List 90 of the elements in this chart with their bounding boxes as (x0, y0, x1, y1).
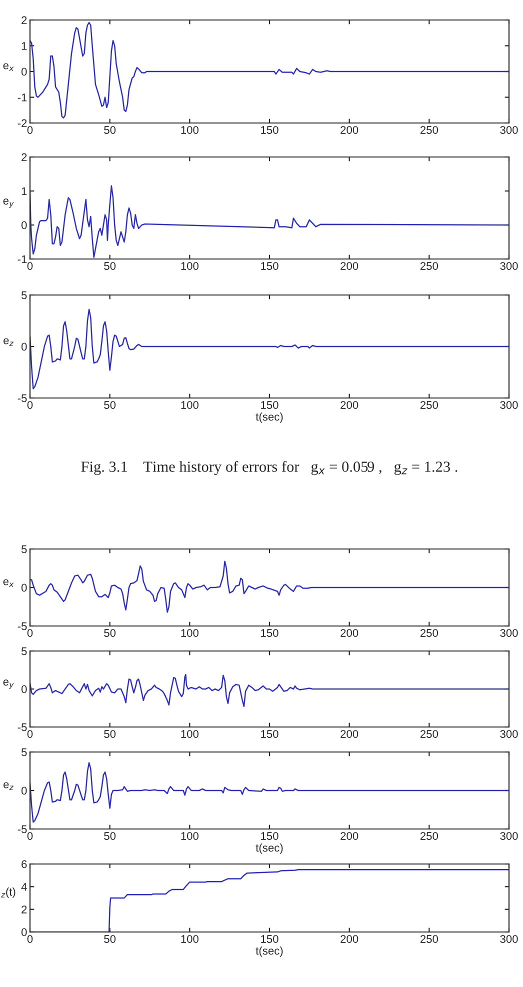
x-tick-label: 50 (104, 935, 116, 943)
x-tick-label: 250 (420, 401, 438, 409)
x-tick-label: 50 (104, 401, 116, 409)
y-axis-title: e$_{z}$ (4, 782, 14, 790)
x-tick-label: 100 (181, 832, 198, 840)
x-tick-label: 300 (500, 262, 518, 270)
x-tick-label: 200 (340, 401, 358, 409)
line-series (30, 762, 509, 823)
line-series (30, 560, 509, 613)
x-tick-label: 50 (104, 262, 116, 270)
x-tick-label: 0 (27, 401, 33, 409)
x-tick-label: 150 (261, 935, 278, 943)
y-axis-title: e$_{y}$ (3, 680, 14, 689)
x-tick-label: 250 (420, 730, 438, 738)
x-tick-label: 150 (261, 126, 278, 134)
x-tick-label: 0 (27, 629, 33, 637)
x-tick-label: 250 (420, 629, 438, 637)
x-tick-label: 300 (500, 629, 518, 637)
y-tick-label: 1 (22, 42, 27, 50)
x-tick-label: 100 (181, 401, 198, 409)
x-tick-label: 200 (340, 126, 358, 134)
x-tick-label: 0 (27, 832, 33, 840)
y-tick-label: 4 (21, 883, 27, 891)
x-tick-label: 200 (340, 629, 358, 637)
y-tick-label: 0 (21, 342, 27, 351)
x-tick-label: 150 (261, 629, 278, 637)
y-tick-label: -1 (18, 94, 27, 102)
y-tick-label: 6 (22, 860, 27, 868)
y-tick-label: -2 (18, 119, 27, 128)
y-tick-label: 0 (21, 221, 27, 230)
y-axis-title: e$_{y}$ (3, 198, 14, 208)
x-tick-label: 100 (181, 629, 198, 637)
x-tick-label: 150 (261, 262, 278, 270)
y-tick-label: -5 (18, 723, 27, 732)
y-tick-label: 5 (21, 291, 27, 300)
x-tick-label: 300 (500, 401, 518, 409)
y-tick-label: 0 (21, 685, 27, 694)
x-tick-label: 0 (27, 730, 33, 738)
x-tick-label: 100 (181, 935, 198, 943)
x-tick-label: 300 (500, 730, 518, 738)
y-tick-label: 2 (22, 153, 27, 162)
y-tick-label: 0 (21, 68, 27, 76)
y-tick-label: -5 (18, 825, 27, 834)
x-tick-label: 150 (261, 401, 278, 409)
x-tick-label: 250 (420, 262, 438, 270)
x-tick-label: 200 (340, 935, 358, 943)
y-tick-label: 5 (21, 647, 27, 656)
x-tick-label: 0 (27, 935, 33, 943)
x-tick-label: 250 (420, 935, 438, 943)
y-tick-label: 0 (21, 786, 27, 795)
y-tick-label: -1 (18, 255, 27, 264)
y-axis-title: e$_{z}$ (4, 338, 14, 346)
y-axis-title: e$_{x}$ (3, 63, 14, 71)
x-tick-label: 100 (181, 730, 198, 738)
x-tick-label: 300 (500, 832, 518, 840)
x-tick-label: 200 (340, 730, 358, 738)
line-series (30, 674, 509, 708)
x-axis-title: t(sec) (256, 412, 283, 423)
y-tick-label: 2 (22, 16, 27, 24)
y-tick-label: 2 (22, 906, 27, 914)
x-tick-label: 150 (261, 730, 278, 738)
x-tick-label: 0 (27, 126, 33, 134)
x-tick-label: 50 (104, 629, 116, 637)
x-axis-title: t(sec) (256, 844, 283, 854)
x-tick-label: 200 (340, 832, 358, 840)
x-tick-label: 150 (261, 832, 278, 840)
x-tick-label: 50 (104, 730, 116, 738)
x-tick-label: 300 (500, 126, 518, 134)
y-tick-label: -5 (18, 622, 27, 630)
y-tick-label: 0 (21, 928, 27, 936)
caption: Fig. 3.1 Time history of errors for g$_{x}$ = 0.059 , g$_{z}$ = 1.23 . (81, 460, 458, 475)
y-tick-label: 5 (21, 748, 27, 756)
x-tick-label: 50 (104, 832, 116, 840)
y-tick-label: 1 (22, 187, 27, 196)
y-tick-label: -5 (18, 394, 27, 402)
y-tick-label: 5 (21, 545, 27, 554)
x-tick-label: 200 (340, 262, 358, 270)
y-axis-title: e$_{x}$ (3, 579, 14, 587)
line-series (30, 22, 509, 118)
x-tick-label: 100 (181, 262, 198, 270)
x-axis-title: t(sec) (256, 946, 283, 957)
x-tick-label: 250 (420, 832, 438, 840)
x-tick-label: 250 (420, 126, 438, 134)
line-series (30, 308, 509, 390)
x-tick-label: 100 (181, 126, 198, 134)
y-tick-label: 0 (21, 584, 27, 592)
x-tick-label: 50 (104, 126, 116, 134)
x-tick-label: 300 (500, 935, 518, 943)
x-tick-label: 0 (27, 262, 33, 270)
y-axis-title: $_{z}$(t) (1, 888, 16, 898)
